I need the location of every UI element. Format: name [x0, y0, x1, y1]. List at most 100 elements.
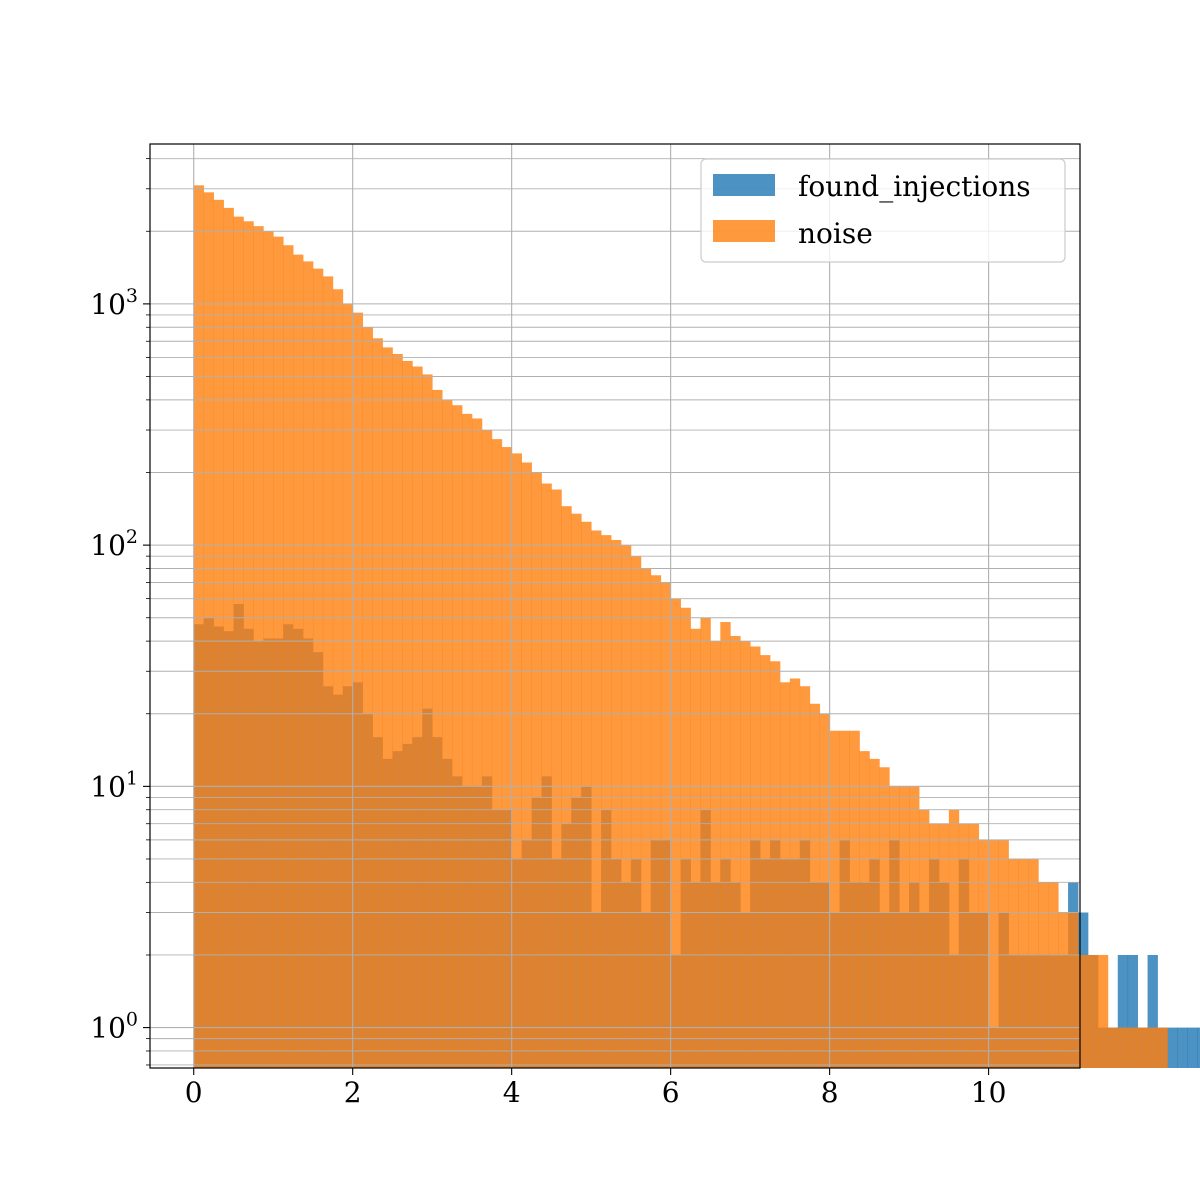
bar [1187, 1027, 1198, 1068]
bar [1107, 1027, 1119, 1068]
bar [203, 192, 214, 1068]
bar [342, 303, 354, 1068]
bar [988, 839, 999, 1068]
bar [352, 312, 364, 1068]
bar [620, 545, 632, 1068]
bar [571, 513, 582, 1068]
legend-swatch-found-injections [713, 174, 775, 196]
bar [928, 823, 940, 1068]
bar [750, 646, 761, 1068]
bar [789, 678, 801, 1068]
bar [819, 713, 831, 1068]
ticks-layer: 0 2 4 6 8 10 100 101 102 103 [90, 158, 1007, 1109]
bar [243, 221, 254, 1068]
bar [938, 823, 950, 1068]
bar [779, 682, 791, 1068]
y-tick-label: 100 [90, 1009, 138, 1045]
bar [273, 236, 284, 1068]
bar [223, 207, 234, 1068]
bar [948, 809, 960, 1068]
legend-label-noise: noise [798, 217, 873, 250]
bar [312, 268, 324, 1068]
bar [909, 786, 920, 1068]
bar [1137, 1027, 1148, 1068]
x-tick-label: 2 [344, 1076, 362, 1109]
bar [253, 226, 264, 1068]
x-tick-label: 0 [185, 1076, 203, 1109]
bar [322, 276, 334, 1068]
bar [233, 216, 244, 1068]
bar [690, 628, 701, 1068]
bar [1127, 1027, 1139, 1068]
bar [283, 245, 294, 1068]
x-tick-label: 4 [503, 1076, 521, 1109]
bar [581, 521, 592, 1068]
bar [372, 338, 383, 1068]
bar [422, 374, 433, 1068]
bar [899, 786, 910, 1068]
bar [700, 617, 711, 1068]
bar [839, 730, 850, 1068]
bar [998, 839, 1009, 1068]
bar [710, 641, 721, 1068]
y-tick-label: 102 [90, 526, 138, 562]
bar [730, 636, 741, 1068]
bar [601, 535, 612, 1068]
bar [1147, 954, 1158, 1068]
legend-box [700, 158, 1066, 263]
bar [1048, 882, 1059, 1068]
bar [889, 786, 900, 1068]
x-tick-label: 10 [971, 1076, 1007, 1109]
bar [809, 703, 821, 1068]
bar [720, 622, 731, 1068]
bar [740, 641, 751, 1068]
bar [1127, 954, 1139, 1068]
bar [362, 327, 373, 1068]
plot-frame [149, 143, 1081, 1069]
bar [670, 598, 681, 1068]
bar [680, 607, 691, 1068]
bar [968, 823, 980, 1068]
bar [412, 366, 423, 1068]
bar [382, 347, 393, 1068]
bar [591, 530, 602, 1068]
bar [849, 730, 860, 1068]
bar [471, 418, 483, 1069]
bar [1117, 954, 1129, 1068]
bar [869, 758, 880, 1068]
bar [650, 575, 662, 1068]
bar [1008, 858, 1019, 1068]
bar [1018, 858, 1029, 1068]
y-tick-label: 103 [90, 285, 138, 321]
bar [1177, 1027, 1188, 1068]
bar [1068, 912, 1079, 1068]
bar [1078, 954, 1089, 1068]
grid-layer [150, 144, 1080, 1068]
bar [1087, 954, 1099, 1068]
bar [481, 430, 493, 1068]
bar [193, 185, 205, 1069]
bar [432, 389, 443, 1068]
bar [332, 289, 344, 1068]
series-noise [193, 185, 1168, 1069]
bar [1028, 858, 1039, 1068]
bar [859, 751, 870, 1068]
bar [1097, 954, 1109, 1068]
bar [501, 447, 513, 1068]
bar [770, 661, 781, 1068]
bar [303, 261, 314, 1068]
bar [919, 809, 930, 1068]
bar [958, 823, 970, 1068]
bar [521, 462, 532, 1068]
bar [551, 489, 562, 1068]
bar [1147, 1027, 1158, 1068]
bar [879, 767, 890, 1068]
bar [511, 453, 523, 1068]
bar [213, 199, 224, 1068]
bar [402, 360, 413, 1068]
bar [561, 506, 572, 1068]
bar [491, 439, 503, 1068]
bar [442, 399, 453, 1068]
bar [640, 568, 652, 1068]
